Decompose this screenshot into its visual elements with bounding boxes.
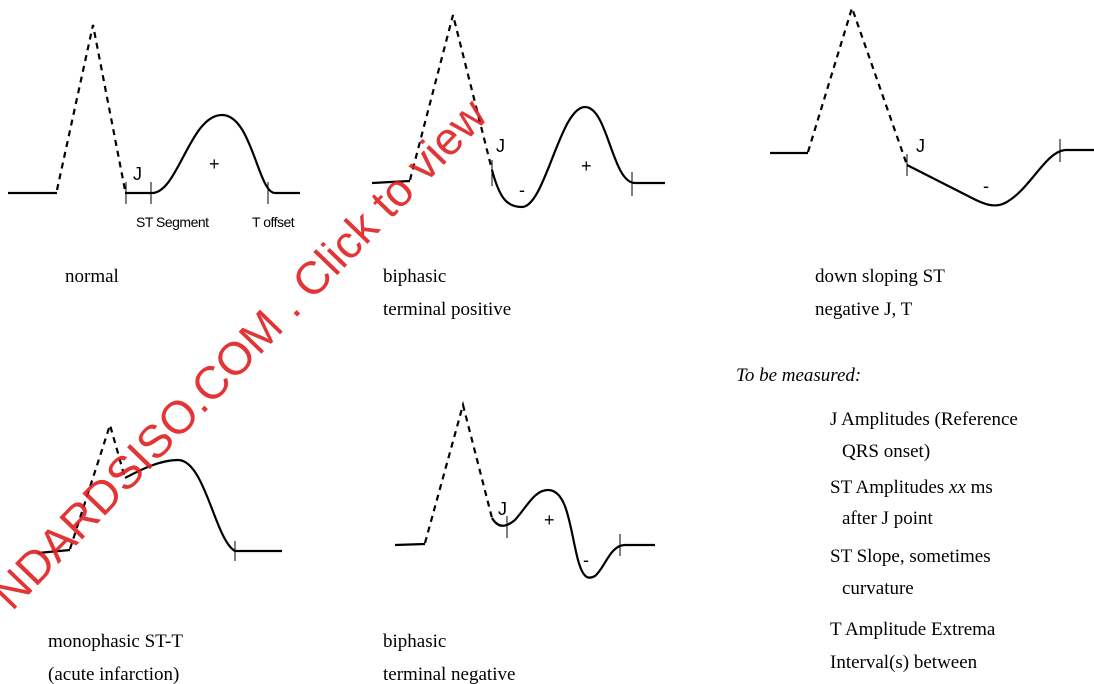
st-t (906, 148, 1094, 207)
caption: normal (65, 266, 119, 287)
baseline (371, 179, 411, 185)
st-t (490, 105, 665, 209)
label: ST Segment (136, 214, 209, 230)
watermark: NDARDSISO.COM . Click to view (0, 88, 497, 619)
item: after J point (842, 508, 933, 529)
item: ST Slope, sometimes (830, 546, 991, 567)
heading: To be measured: (736, 365, 861, 386)
item: curvature (842, 578, 914, 599)
caption: biphasic (383, 631, 446, 652)
qrs (55, 24, 127, 191)
item-part: ms (971, 477, 993, 498)
label: - (983, 176, 989, 196)
caption: down sloping ST (815, 266, 945, 287)
label: + (581, 156, 592, 176)
label: - (519, 180, 525, 200)
caption: biphasic (383, 266, 446, 287)
item: J Amplitudes (Reference (830, 409, 1018, 430)
label: T offset (252, 214, 295, 230)
waveform-down-sloping (770, 4, 1094, 207)
label: J (133, 164, 142, 184)
item-part: xx (948, 477, 966, 498)
caption: monophasic ST-T (48, 631, 183, 652)
qrs (68, 421, 127, 550)
label: - (583, 550, 589, 570)
baseline (394, 542, 426, 547)
qrs (423, 400, 494, 544)
label: J (916, 136, 925, 156)
label: + (209, 154, 220, 174)
label: J (496, 136, 505, 156)
waveform-biphasic-positive (371, 14, 665, 209)
item-part: ST Amplitudes (830, 477, 944, 498)
qrs (408, 14, 494, 181)
item: QRS onset) (842, 441, 930, 462)
st-t (124, 458, 282, 553)
label: J (498, 499, 507, 519)
waveform-biphasic-negative (394, 400, 655, 579)
qrs (806, 4, 909, 166)
waveform-monophasic (37, 421, 282, 561)
caption: (acute infarction) (48, 664, 179, 684)
baseline (37, 548, 71, 555)
waveform-normal (8, 24, 300, 204)
caption: terminal positive (383, 299, 511, 320)
item: Interval(s) between (830, 652, 978, 673)
item: ST Amplitudes xx ms (830, 477, 993, 498)
st-t (125, 113, 300, 195)
label: + (544, 510, 555, 530)
st-t (491, 488, 655, 579)
caption: negative J, T (815, 299, 913, 320)
caption: terminal negative (383, 664, 515, 684)
item: T Amplitude Extrema (830, 619, 996, 640)
